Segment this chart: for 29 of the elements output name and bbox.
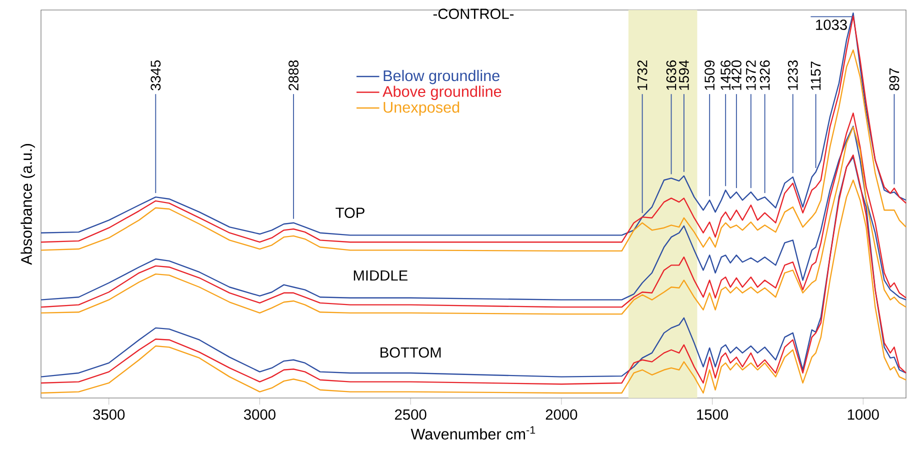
legend-label: Above groundline (382, 86, 502, 100)
annotation: 1326 (760, 60, 770, 90)
annotation: 1157 (810, 62, 821, 90)
annotation: 897 (889, 68, 900, 90)
x-tick-label: 3500 (93, 409, 125, 420)
annotation: 1033 (816, 20, 847, 30)
x-tick-label: 2500 (395, 409, 426, 420)
annotation: 1420 (731, 60, 742, 90)
x-tick-label: 2000 (546, 409, 578, 420)
annotation: 1509 (704, 60, 715, 90)
x-tick-label: 1500 (697, 409, 728, 420)
y-axis-title: Absorbance (a.u.) (20, 144, 35, 265)
annotation: BOTTOM (380, 347, 441, 358)
annotation: 1732 (637, 60, 648, 90)
annotation: 1233 (788, 60, 798, 90)
annotation: TOP (336, 208, 364, 218)
x-axis-title: Wavenumber cm$^{-1}$ (410, 426, 536, 440)
annotation: 1456 (720, 60, 731, 90)
chart-title: -CONTROL- (433, 8, 514, 20)
x-tick-label: 3000 (244, 409, 276, 420)
annotation: MIDDLE (354, 270, 408, 281)
annotation: 3345 (150, 60, 161, 90)
annotation: 1636 (666, 60, 676, 90)
legend-label: Below groundline (384, 70, 500, 84)
x-tick-label: 1000 (848, 409, 879, 420)
annotation: 1594 (679, 60, 689, 90)
annotation: 2888 (288, 60, 298, 90)
legend-label: Unexposed (384, 101, 460, 116)
annotation: 1372 (746, 60, 756, 90)
